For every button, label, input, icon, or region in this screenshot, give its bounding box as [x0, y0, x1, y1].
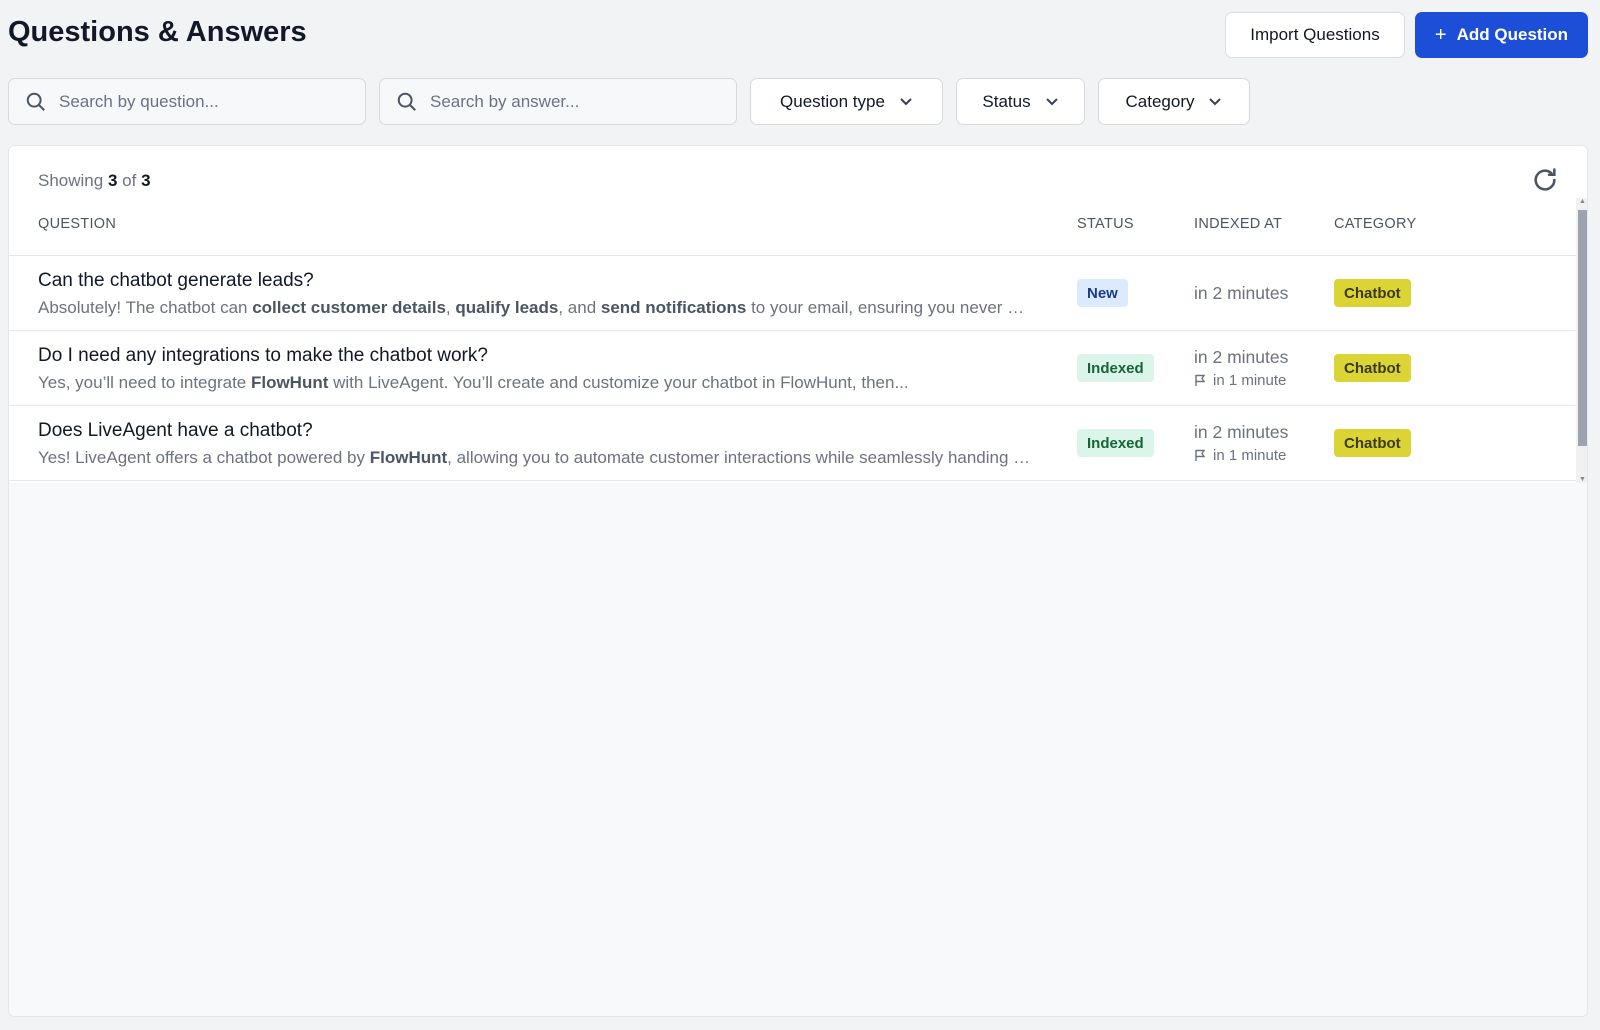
answer-preview: Absolutely! The chatbot can collect cust…: [38, 298, 1038, 318]
search-icon: [397, 92, 416, 111]
question-type-dropdown[interactable]: Question type: [750, 78, 943, 125]
scrollbar-thumb[interactable]: [1578, 210, 1587, 446]
scrollbar[interactable]: ▲ ▼: [1576, 198, 1587, 483]
status-label: Status: [982, 91, 1031, 111]
category-dropdown[interactable]: Category: [1098, 78, 1250, 125]
answer-preview: Yes! LiveAgent offers a chatbot powered …: [38, 448, 1038, 468]
status-dropdown[interactable]: Status: [956, 78, 1085, 125]
plus-icon: +: [1434, 23, 1447, 46]
page-title: Questions & Answers: [8, 16, 307, 48]
questions-panel: Showing 3 of 3 QUESTION STATUS INDEXED A…: [8, 145, 1588, 1017]
answer-search[interactable]: [379, 78, 737, 125]
status-badge: New: [1077, 279, 1128, 307]
column-indexed-at[interactable]: INDEXED AT: [1194, 216, 1283, 232]
question-text: Do I need any integrations to make the c…: [38, 345, 488, 366]
add-question-button[interactable]: + Add Question: [1415, 12, 1588, 58]
scheduled-text: in 1 minute: [1213, 372, 1287, 389]
answer-search-input[interactable]: [430, 91, 710, 112]
scheduled-text: in 1 minute: [1213, 447, 1287, 464]
category-badge: Chatbot: [1334, 279, 1411, 307]
of-label: of: [122, 171, 137, 190]
chevron-down-icon: [1045, 97, 1058, 105]
column-question[interactable]: QUESTION: [38, 216, 117, 232]
answer-text: Yes! LiveAgent offers a chatbot powered …: [38, 448, 370, 467]
question-type-label: Question type: [780, 91, 885, 111]
scheduled-index: in 1 minute: [1194, 372, 1286, 389]
answer-bold: qualify leads: [455, 298, 559, 317]
answer-text: , allowing you to automate customer inte…: [447, 448, 1038, 467]
scheduled-index: in 1 minute: [1194, 447, 1286, 464]
answer-text: Absolutely! The chatbot can: [38, 298, 253, 317]
category-badge: Chatbot: [1334, 354, 1411, 382]
shown-count: 3: [107, 171, 118, 190]
indexed-at: in 2 minutes: [1194, 283, 1289, 303]
refresh-icon[interactable]: [1531, 166, 1559, 194]
answer-bold: FlowHunt: [369, 448, 448, 467]
add-question-label: Add Question: [1456, 25, 1569, 44]
answer-text: to your email, ensuring you never miss a…: [751, 298, 1038, 317]
answer-preview: Yes, you’ll need to integrate FlowHunt w…: [38, 373, 1038, 393]
answer-bold: collect customer details: [252, 298, 446, 317]
answer-bold: send notifications: [600, 298, 747, 317]
answer-text: ,: [445, 298, 456, 317]
indexed-at: in 2 minutes: [1194, 347, 1289, 367]
result-count: Showing 3 of 3: [38, 171, 151, 191]
answer-text: Yes, you’ll need to integrate: [38, 373, 251, 392]
indexed-at: in 2 minutes: [1194, 422, 1289, 442]
answer-bold: FlowHunt: [250, 373, 329, 392]
total-count: 3: [141, 171, 151, 190]
question-text: Does LiveAgent have a chatbot?: [38, 420, 313, 441]
question-text: Can the chatbot generate leads?: [38, 270, 314, 291]
flag-icon: [1195, 449, 1206, 461]
chevron-down-icon: [1209, 97, 1222, 105]
category-label: Category: [1125, 91, 1195, 111]
answer-text: with LiveAgent. You’ll create and custom…: [328, 373, 909, 392]
table-row[interactable]: Does LiveAgent have a chatbot? Yes! Live…: [9, 406, 1576, 481]
search-icon: [26, 92, 45, 111]
column-status[interactable]: STATUS: [1077, 216, 1134, 232]
flag-icon: [1195, 374, 1206, 386]
import-questions-button[interactable]: Import Questions: [1225, 12, 1405, 58]
table-row[interactable]: Can the chatbot generate leads? Absolute…: [9, 256, 1576, 331]
category-badge: Chatbot: [1334, 429, 1411, 457]
question-search-input[interactable]: [59, 91, 339, 112]
answer-text: , and: [558, 298, 601, 317]
status-badge: Indexed: [1077, 429, 1154, 457]
showing-prefix: Showing: [38, 171, 104, 190]
table-row[interactable]: Do I need any integrations to make the c…: [9, 331, 1576, 406]
chevron-down-icon: [900, 97, 912, 105]
status-badge: Indexed: [1077, 354, 1154, 382]
question-search[interactable]: [8, 78, 366, 125]
column-category[interactable]: CATEGORY: [1334, 216, 1417, 232]
